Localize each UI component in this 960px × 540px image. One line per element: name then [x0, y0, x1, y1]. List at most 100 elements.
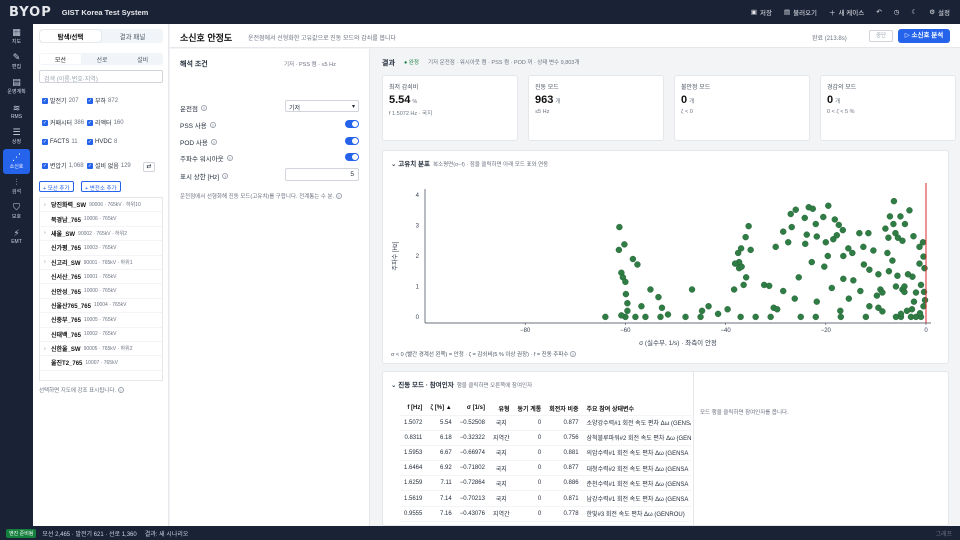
eigenvalue-point[interactable]: [785, 239, 792, 246]
filter-checkbox[interactable]: ✓ FACTS 11: [42, 139, 78, 145]
eigenvalue-point[interactable]: [901, 283, 908, 290]
eigenvalue-point[interactable]: [632, 313, 639, 321]
list-item[interactable]: › 신고리_SW 90001 · 765kV · 하위1: [40, 256, 162, 270]
eigenvalue-point[interactable]: [917, 281, 925, 289]
eigenvalue-point[interactable]: [894, 272, 901, 279]
eigenvalue-point[interactable]: [845, 295, 853, 302]
eigenvalue-point[interactable]: [856, 229, 863, 237]
stop-button[interactable]: 중단: [869, 30, 893, 42]
operating-point-select[interactable]: 기저 ▾: [285, 100, 359, 112]
eigenvalue-point[interactable]: [813, 298, 820, 305]
eigenvalue-point[interactable]: [831, 216, 839, 223]
eigenvalue-point[interactable]: [624, 300, 631, 307]
eigenvalue-point[interactable]: [809, 205, 816, 212]
eigenvalue-point[interactable]: [742, 274, 750, 281]
eigenvalue-point[interactable]: [812, 220, 819, 228]
eigenvalue-point[interactable]: [828, 284, 836, 292]
eigenvalue-point[interactable]: [886, 213, 894, 220]
table-row[interactable]: 1.64227.24−0.74874국지00.889춘천수력#2 회전 속도 편…: [400, 520, 691, 525]
chevron-right-icon[interactable]: ›: [44, 259, 46, 266]
eigenvalue-point[interactable]: [602, 313, 609, 321]
nav-plan[interactable]: ▤ 운영계획: [7, 77, 26, 96]
filter-checkbox[interactable]: ✓ 설비 없음 129: [87, 162, 131, 170]
filter-checkbox[interactable]: ✓ 부하 872: [87, 97, 119, 105]
new-case-button[interactable]: ＋ 새 케이스: [829, 7, 864, 17]
eigenvalue-point[interactable]: [682, 313, 689, 321]
eigenvalue-point[interactable]: [737, 313, 744, 321]
eigenvalue-point[interactable]: [884, 249, 891, 257]
chevron-right-icon[interactable]: ›: [44, 230, 46, 237]
list-item[interactable]: 북경남_765 10006 · 765kV: [40, 212, 162, 227]
eigenvalue-point[interactable]: [801, 214, 808, 222]
eigenvalue-point[interactable]: [698, 307, 706, 315]
fmax-input[interactable]: 5: [285, 168, 359, 181]
eigenvalue-point[interactable]: [822, 239, 829, 246]
list-item[interactable]: 신안성_765 10000 · 765kV: [40, 284, 162, 299]
eigenvalue-point[interactable]: [664, 311, 672, 318]
nav-edit[interactable]: ✎ 편집: [11, 52, 22, 71]
eigenvalue-point[interactable]: [866, 266, 873, 273]
eigenvalue-point[interactable]: [908, 306, 916, 313]
eigenvalue-point[interactable]: [837, 313, 845, 321]
graph-link[interactable]: 그래프: [935, 531, 952, 538]
eigenvalue-point[interactable]: [901, 220, 909, 228]
eigenvalue-point[interactable]: [730, 286, 738, 293]
eigenvalue-point[interactable]: [655, 293, 662, 301]
column-header[interactable]: 회전자 비중: [549, 406, 579, 413]
eigenvalue-point[interactable]: [820, 213, 827, 221]
eigenvalue-point[interactable]: [837, 307, 844, 315]
eigenvalue-point[interactable]: [616, 223, 623, 231]
eigenvalue-point[interactable]: [857, 287, 864, 295]
column-header[interactable]: 유형: [498, 406, 510, 413]
eigenvalue-point[interactable]: [634, 261, 641, 268]
eigenvalue-point[interactable]: [824, 252, 831, 260]
eigenvalue-point[interactable]: [624, 307, 631, 315]
eigenvalue-point[interactable]: [638, 303, 645, 310]
eigenvalue-point[interactable]: [622, 278, 629, 286]
table-row[interactable]: 1.5619 7.14 −0.70213 국지 0 0.871 남강수력#1 회전 속도 편…: [400, 490, 691, 507]
eigenvalue-point[interactable]: [916, 260, 923, 267]
list-item[interactable]: 신서산_765 10001 · 765kV: [40, 270, 162, 285]
eigenvalue-point[interactable]: [919, 239, 927, 246]
load-button[interactable]: ▤ 불러오기: [783, 9, 818, 17]
eigenvalue-point[interactable]: [740, 281, 747, 289]
table-row[interactable]: 1.5953 6.67 −0.66974 국지 0 0.881 의암수력#1 회전 속도 편…: [400, 444, 691, 461]
eigenvalue-point[interactable]: [642, 313, 649, 321]
list-item[interactable]: › 당진화력_SW 90006 · 765kV · 하위10: [40, 198, 162, 213]
eigenvalue-point[interactable]: [621, 241, 628, 248]
eigenvalue-point[interactable]: [780, 287, 787, 295]
eigenvalue-point[interactable]: [765, 282, 773, 290]
eigen-scatter-plot[interactable]: −80 −60 −40 −20 0 0 1 2 3 4 σ (실수부, 1/s) · 좌측이 안정 주…: [383, 151, 950, 347]
eigenvalue-point[interactable]: [897, 213, 904, 220]
swap-button[interactable]: ⇄: [143, 162, 155, 172]
eigenvalue-point[interactable]: [873, 292, 881, 299]
nav-emt[interactable]: ⚡ EMT: [11, 227, 22, 245]
column-header[interactable]: σ [1/s]: [466, 405, 485, 412]
filter-checkbox[interactable]: ✓ 리액터 160: [87, 119, 124, 127]
column-header[interactable]: ζ [%] ▲: [430, 405, 452, 412]
settings-button[interactable]: ⚙ 설정: [929, 9, 950, 17]
run-analysis-button[interactable]: ▷ 소신호 분석: [898, 29, 950, 43]
eigenvalue-point[interactable]: [821, 263, 828, 270]
eigenvalue-point[interactable]: [629, 255, 637, 263]
list-item[interactable]: 신태백_765 10002 · 765kV: [40, 328, 162, 342]
filter-checkbox[interactable]: ✓ 변압기 1,068: [42, 162, 84, 170]
tab-equipment[interactable]: 설비: [137, 57, 149, 64]
table-row[interactable]: 0.9555 7.16 −0.43076 지역간 0 0.778 한빛#3 회전 속도 편차…: [400, 505, 691, 522]
theme-button[interactable]: ☾: [911, 8, 917, 16]
eigenvalue-point[interactable]: [745, 222, 752, 230]
eigenvalue-point[interactable]: [892, 283, 900, 290]
list-item[interactable]: 울진T2_765 10007 · 765kV: [40, 356, 162, 371]
table-row[interactable]: 1.6464 6.92 −0.71802 국지 0 0.877 대청수력#2 회전 속도 편…: [400, 460, 691, 476]
eigenvalue-point[interactable]: [875, 304, 882, 311]
filter-checkbox[interactable]: ✓ HVDC 8: [87, 139, 118, 145]
eigenvalue-point[interactable]: [910, 298, 918, 305]
eigenvalue-point[interactable]: [773, 306, 781, 313]
tab-line[interactable]: 선로: [96, 57, 108, 64]
eigenvalue-point[interactable]: [916, 243, 923, 251]
eigenvalue-point[interactable]: [797, 313, 804, 321]
table-row[interactable]: 1.5072 5.54 −0.52508 국지 0 0.877 소양강수력#1 회전 속도 …: [400, 414, 691, 431]
column-header[interactable]: f [Hz]: [407, 405, 423, 412]
table-row[interactable]: 0.8311 6.18 −0.32322 지역간 0 0.756 삼척블루파워#2 회전 속…: [400, 429, 691, 446]
eigenvalue-point[interactable]: [780, 228, 787, 235]
